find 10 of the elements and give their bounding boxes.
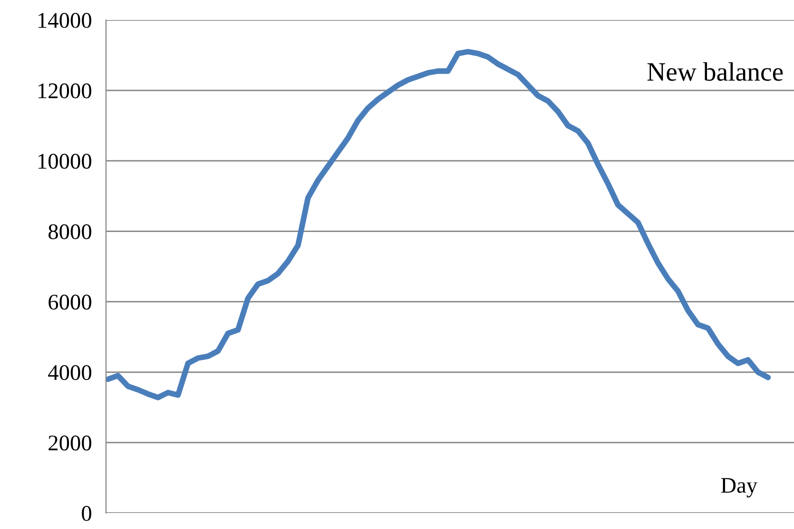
y-tick-label: 14000 [38,12,92,28]
y-tick-label: 2000 [48,436,92,450]
y-tick-label: 8000 [48,224,92,240]
y-tick-label: 10000 [38,154,92,169]
y-tick-label: 12000 [38,83,92,98]
y-tick-label: 4000 [48,365,92,380]
text: New balance [647,62,783,81]
y-tick-label: 6000 [48,294,92,310]
y-tick-label: 0 [82,506,92,521]
x-axis-title: Day [721,478,758,498]
